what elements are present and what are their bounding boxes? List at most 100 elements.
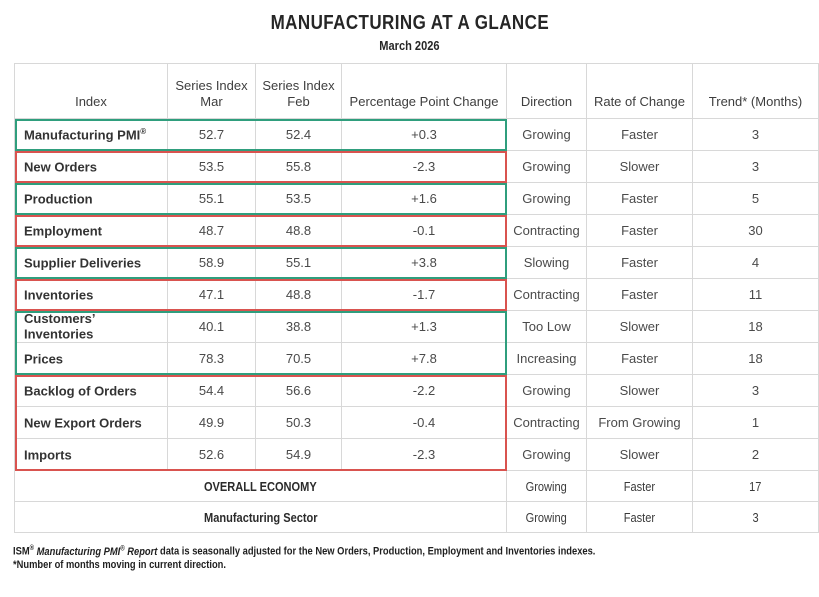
table-row: Backlog of Orders 54.4 56.6 -2.2 Growing… bbox=[14, 374, 819, 407]
summary-rate-cell: Faster bbox=[586, 470, 693, 502]
index-cell: Customers’ Inventories bbox=[14, 310, 168, 343]
direction-cell: Contracting bbox=[506, 278, 587, 311]
trend-cell: 3 bbox=[692, 150, 819, 183]
direction-cell: Too Low bbox=[506, 310, 587, 343]
footnote-trend-definition: *Number of months moving in current dire… bbox=[13, 559, 226, 572]
pct-change-cell: +1.6 bbox=[341, 182, 507, 215]
rate-cell: Slower bbox=[586, 150, 693, 183]
summary-row: Manufacturing Sector Growing Faster 3 bbox=[14, 501, 819, 533]
direction-cell: Increasing bbox=[506, 342, 587, 375]
index-cell: Supplier Deliveries bbox=[14, 246, 168, 279]
index-cell: Manufacturing PMI® bbox=[14, 118, 168, 151]
table-row: Employment 48.7 48.8 -0.1 Contracting Fa… bbox=[14, 214, 819, 247]
direction-cell: Growing bbox=[506, 374, 587, 407]
series-mar-cell: 49.9 bbox=[167, 406, 256, 439]
pct-change-cell: -0.1 bbox=[341, 214, 507, 247]
index-label: Production bbox=[24, 191, 93, 207]
series-mar-cell: 55.1 bbox=[167, 182, 256, 215]
table-row: Customers’ Inventories 40.1 38.8 +1.3 To… bbox=[14, 310, 819, 343]
index-label: New Export Orders bbox=[24, 415, 142, 431]
summary-label-cell: OVERALL ECONOMY bbox=[14, 470, 507, 502]
footnote-seasonal-adjustment: ISM® Manufacturing PMI® Report data is s… bbox=[13, 545, 596, 558]
series-mar-cell: 78.3 bbox=[167, 342, 256, 375]
pct-change-cell: +0.3 bbox=[341, 118, 507, 151]
index-cell: Production bbox=[14, 182, 168, 215]
summary-trend-cell: 3 bbox=[692, 501, 819, 533]
pct-change-cell: +1.3 bbox=[341, 310, 507, 343]
series-feb-cell: 70.5 bbox=[255, 342, 342, 375]
series-mar-cell: 48.7 bbox=[167, 214, 256, 247]
series-mar-cell: 58.9 bbox=[167, 246, 256, 279]
table-row: Production 55.1 53.5 +1.6 Growing Faster… bbox=[14, 182, 819, 215]
trend-cell: 4 bbox=[692, 246, 819, 279]
pct-change-cell: -2.3 bbox=[341, 150, 507, 183]
glance-table: Index Series Index Mar Series Index Feb Pe… bbox=[14, 63, 819, 533]
table-wrap: Index Series Index Mar Series Index Feb Pe… bbox=[14, 63, 819, 533]
rate-cell: From Growing bbox=[586, 406, 693, 439]
rate-cell: Faster bbox=[586, 278, 693, 311]
table-row: Prices 78.3 70.5 +7.8 Increasing Faster … bbox=[14, 342, 819, 375]
col-header-series-mar: Series Index Mar bbox=[167, 63, 256, 119]
rate-cell: Faster bbox=[586, 246, 693, 279]
pct-change-cell: -1.7 bbox=[341, 278, 507, 311]
index-cell: Imports bbox=[14, 438, 168, 471]
trend-cell: 5 bbox=[692, 182, 819, 215]
trend-cell: 18 bbox=[692, 342, 819, 375]
summary-label: OVERALL ECONOMY bbox=[204, 478, 317, 494]
index-cell: Employment bbox=[14, 214, 168, 247]
series-feb-cell: 50.3 bbox=[255, 406, 342, 439]
summary-row: OVERALL ECONOMY Growing Faster 17 bbox=[14, 470, 819, 502]
index-label: Prices bbox=[24, 351, 64, 367]
rate-cell: Slower bbox=[586, 438, 693, 471]
summary-direction-cell: Growing bbox=[506, 501, 587, 533]
page-title: MANUFACTURING AT A GLANCE bbox=[0, 12, 819, 34]
index-cell: Prices bbox=[14, 342, 168, 375]
index-label: Supplier Deliveries bbox=[24, 255, 142, 271]
rate-cell: Faster bbox=[586, 118, 693, 151]
report-title-italic: Manufacturing PMI® Report bbox=[34, 545, 160, 558]
footnotes: ISM® Manufacturing PMI® Report data is s… bbox=[13, 542, 819, 573]
trend-cell: 18 bbox=[692, 310, 819, 343]
table-row: New Orders 53.5 55.8 -2.3 Growing Slower… bbox=[14, 150, 819, 183]
direction-cell: Growing bbox=[506, 150, 587, 183]
table-row: Inventories 47.1 48.8 -1.7 Contracting F… bbox=[14, 278, 819, 311]
index-label: Employment bbox=[24, 223, 103, 239]
table-row: New Export Orders 49.9 50.3 -0.4 Contrac… bbox=[14, 406, 819, 439]
rate-cell: Faster bbox=[586, 182, 693, 215]
col-header-series-feb: Series Index Feb bbox=[255, 63, 342, 119]
series-feb-cell: 52.4 bbox=[255, 118, 342, 151]
pct-change-cell: -0.4 bbox=[341, 406, 507, 439]
index-label: New Orders bbox=[24, 159, 97, 175]
pct-change-cell: +7.8 bbox=[341, 342, 507, 375]
page-title-text: MANUFACTURING AT A GLANCE bbox=[270, 12, 549, 34]
pct-change-cell: -2.2 bbox=[341, 374, 507, 407]
series-feb-cell: 54.9 bbox=[255, 438, 342, 471]
index-label: Imports bbox=[24, 447, 72, 463]
col-header-direction: Direction bbox=[506, 63, 587, 119]
col-header-pct-change: Percentage Point Change bbox=[341, 63, 507, 119]
direction-cell: Contracting bbox=[506, 406, 587, 439]
trend-cell: 1 bbox=[692, 406, 819, 439]
series-feb-cell: 56.6 bbox=[255, 374, 342, 407]
series-mar-cell: 47.1 bbox=[167, 278, 256, 311]
rate-cell: Slower bbox=[586, 374, 693, 407]
col-header-index: Index bbox=[14, 63, 168, 119]
pct-change-cell: +3.8 bbox=[341, 246, 507, 279]
series-mar-cell: 52.6 bbox=[167, 438, 256, 471]
trend-cell: 11 bbox=[692, 278, 819, 311]
index-label: Customers’ Inventories bbox=[24, 311, 95, 342]
series-feb-cell: 55.1 bbox=[255, 246, 342, 279]
direction-cell: Growing bbox=[506, 438, 587, 471]
index-label: Manufacturing PMI bbox=[24, 127, 141, 143]
header-row: Index Series Index Mar Series Index Feb Pe… bbox=[14, 63, 819, 119]
summary-label: Manufacturing Sector bbox=[203, 509, 318, 525]
registered-mark: ® bbox=[140, 126, 147, 136]
col-header-trend: Trend* (Months) bbox=[692, 63, 819, 119]
rate-cell: Faster bbox=[586, 214, 693, 247]
trend-cell: 30 bbox=[692, 214, 819, 247]
summary-label-cell: Manufacturing Sector bbox=[14, 501, 507, 533]
table-row: Imports 52.6 54.9 -2.3 Growing Slower 2 bbox=[14, 438, 819, 471]
series-mar-cell: 40.1 bbox=[167, 310, 256, 343]
page-subtitle: March 2026 bbox=[0, 38, 819, 53]
index-label: Inventories bbox=[24, 287, 94, 303]
